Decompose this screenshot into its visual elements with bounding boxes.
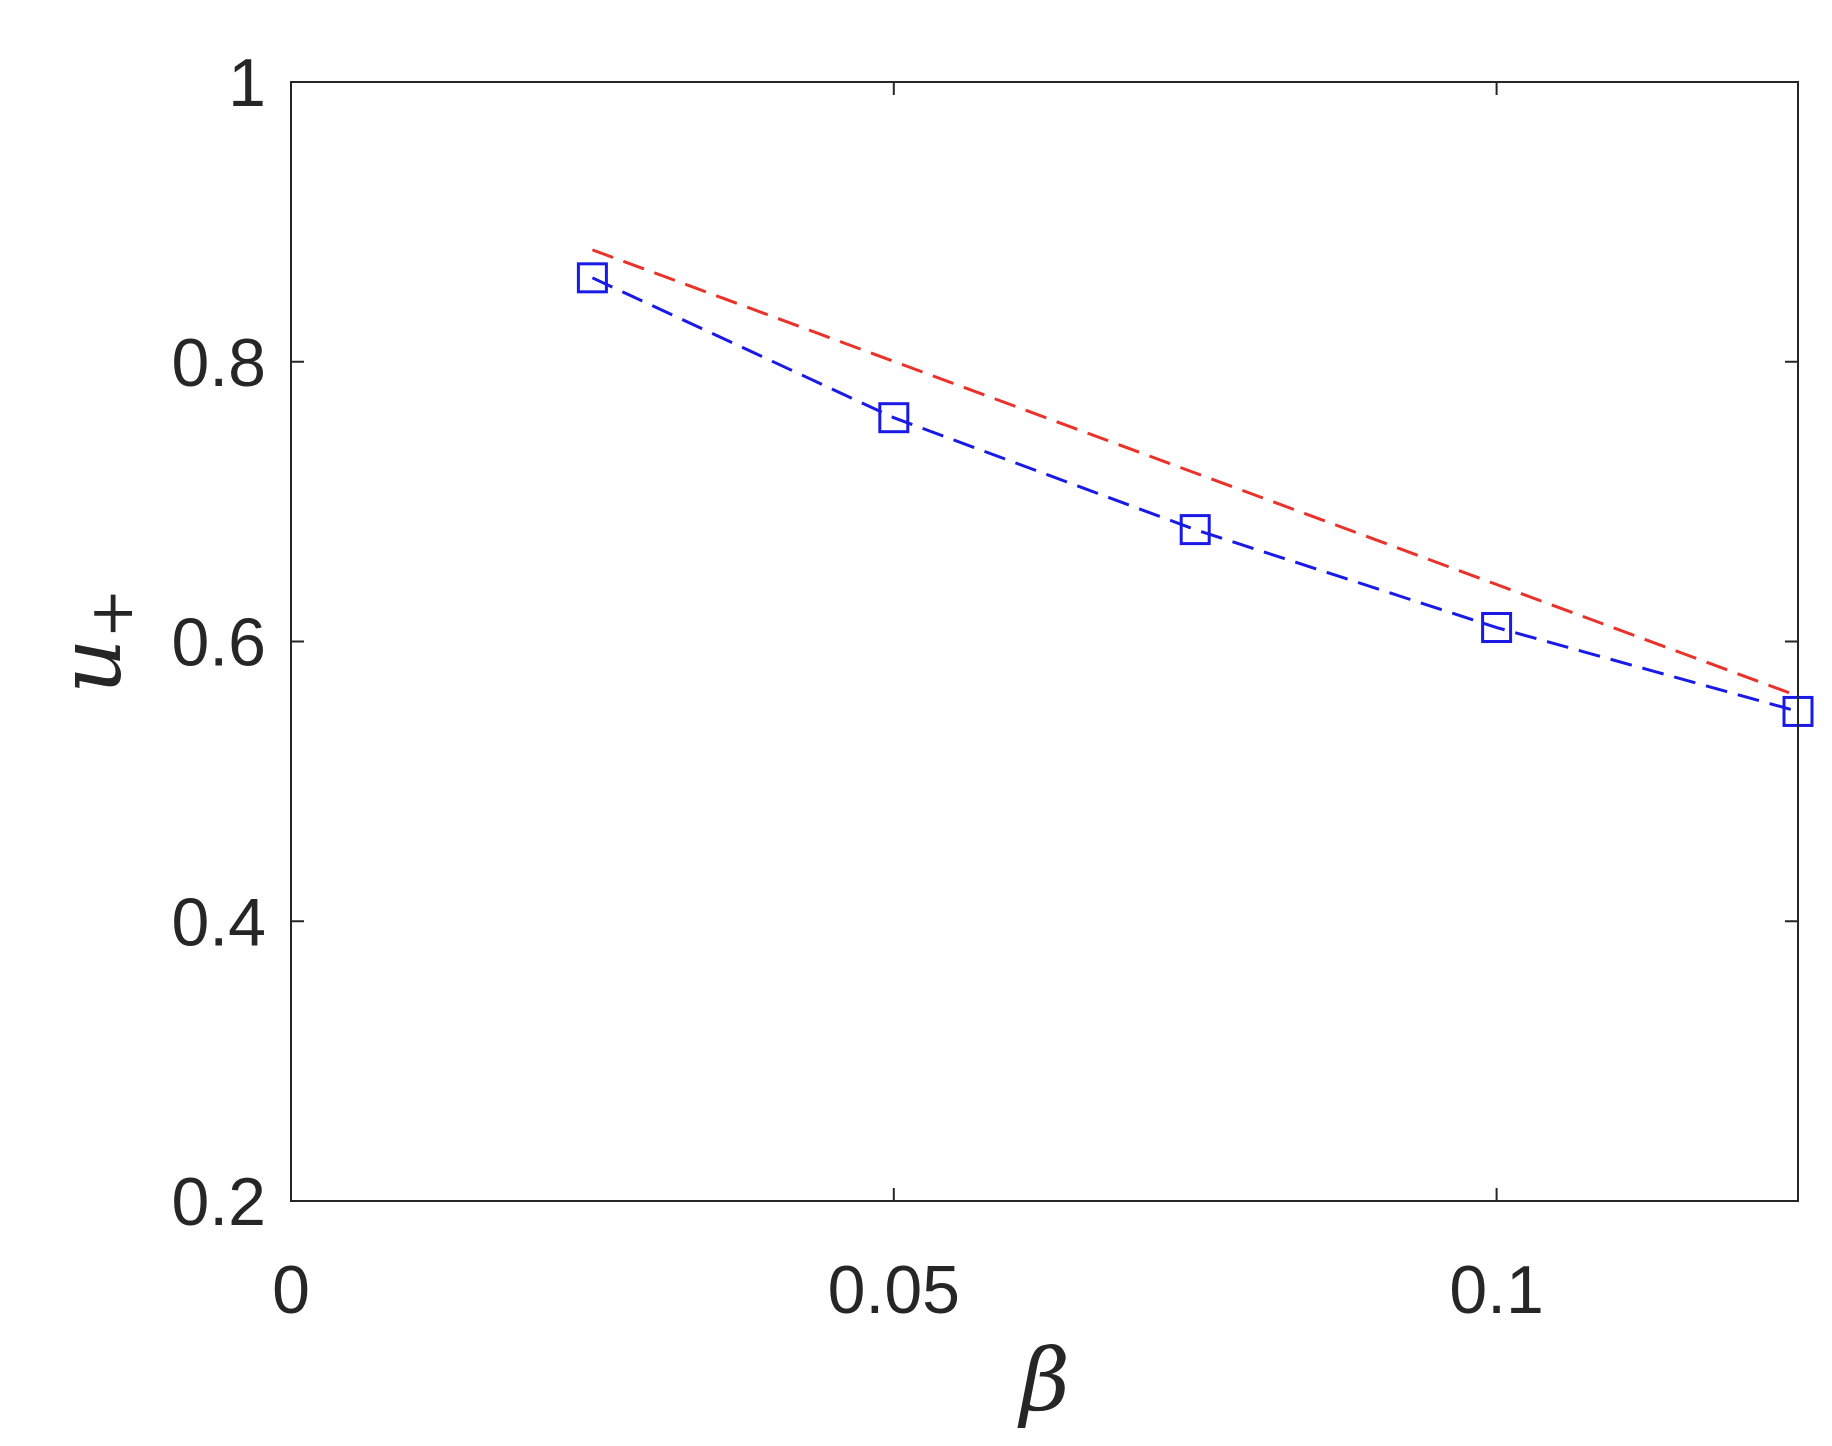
y-tick-label: 0.6 xyxy=(171,605,266,681)
series-2-marker xyxy=(1179,514,1211,546)
x-tick-label: 0.05 xyxy=(828,1252,960,1328)
x-axis-label: β xyxy=(1017,1331,1070,1431)
y-axis-label-subscript: + xyxy=(77,588,147,638)
series-line-1 xyxy=(591,248,1799,698)
plot-area xyxy=(291,82,1798,1201)
series-2-marker xyxy=(576,262,608,294)
y-tick-label: 0.2 xyxy=(171,1164,266,1240)
tick-layer: 0 0.05 0.1 0.2 0.4 0.6 0.8 1 xyxy=(171,45,1798,1328)
series-2-marker xyxy=(1481,612,1513,644)
series-2-marker xyxy=(878,402,910,434)
series-line-2 xyxy=(591,276,1799,713)
y-axis-label: u+ xyxy=(41,588,147,694)
y-tick-label: 1 xyxy=(228,45,266,121)
y-tick-label: 0.8 xyxy=(171,325,266,401)
y-axis-label-base: u xyxy=(41,638,141,693)
x-tick-label: 0 xyxy=(272,1252,310,1328)
series-layer xyxy=(576,248,1814,727)
y-tick-label: 0.4 xyxy=(171,884,266,960)
x-tick-label: 0.1 xyxy=(1449,1252,1544,1328)
